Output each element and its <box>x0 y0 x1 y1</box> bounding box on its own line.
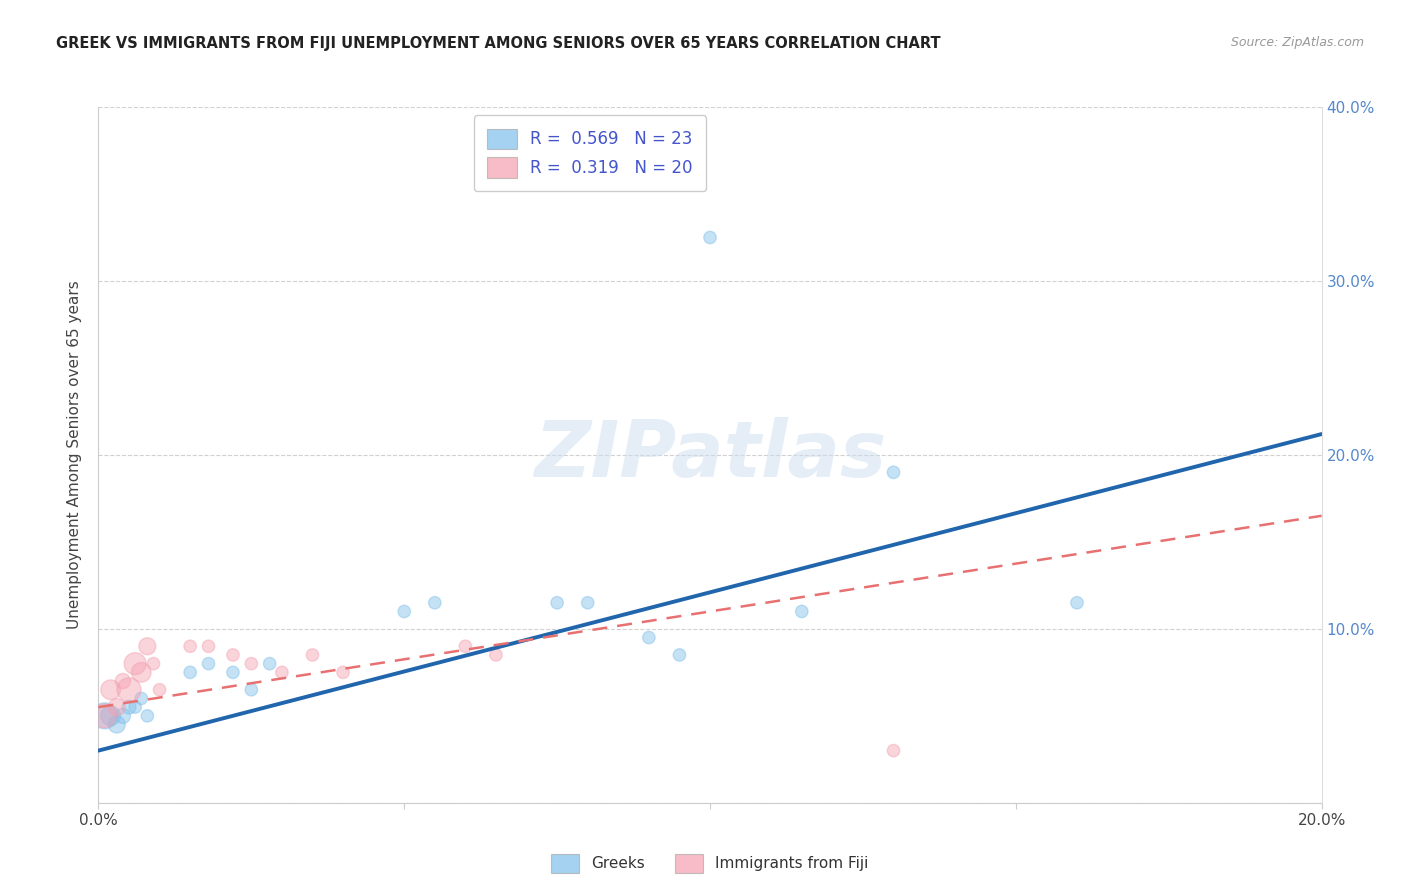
Text: GREEK VS IMMIGRANTS FROM FIJI UNEMPLOYMENT AMONG SENIORS OVER 65 YEARS CORRELATI: GREEK VS IMMIGRANTS FROM FIJI UNEMPLOYME… <box>56 36 941 51</box>
Point <box>485 648 508 662</box>
Point <box>149 682 172 697</box>
Text: Source: ZipAtlas.com: Source: ZipAtlas.com <box>1230 36 1364 49</box>
Point <box>392 605 416 619</box>
Point <box>222 648 245 662</box>
Point <box>240 682 263 697</box>
Point <box>576 596 599 610</box>
Point <box>129 665 152 680</box>
Point <box>129 691 152 706</box>
Point <box>111 674 134 689</box>
Point <box>179 665 201 680</box>
Point <box>222 665 245 680</box>
Point <box>1066 596 1088 610</box>
Point <box>93 708 115 723</box>
Point <box>270 665 292 680</box>
Point <box>93 708 115 723</box>
Point <box>136 708 159 723</box>
Point <box>111 708 134 723</box>
Point <box>124 657 146 671</box>
Point <box>332 665 354 680</box>
Point <box>454 639 477 653</box>
Point <box>883 466 905 480</box>
Point <box>100 682 122 697</box>
Point <box>197 657 219 671</box>
Point <box>259 657 281 671</box>
Point <box>197 639 219 653</box>
Point <box>423 596 446 610</box>
Point <box>790 605 813 619</box>
Point <box>124 700 146 714</box>
Point <box>105 700 128 714</box>
Point <box>179 639 201 653</box>
Point <box>118 682 141 697</box>
Point <box>668 648 690 662</box>
Point <box>105 717 128 731</box>
Y-axis label: Unemployment Among Seniors over 65 years: Unemployment Among Seniors over 65 years <box>67 281 83 629</box>
Point <box>546 596 568 610</box>
Point <box>118 700 141 714</box>
Point <box>699 230 721 244</box>
Point <box>142 657 165 671</box>
Legend: Greeks, Immigrants from Fiji: Greeks, Immigrants from Fiji <box>546 847 875 879</box>
Point <box>136 639 159 653</box>
Point <box>637 631 661 645</box>
Point <box>240 657 263 671</box>
Point <box>100 708 122 723</box>
Text: ZIPatlas: ZIPatlas <box>534 417 886 493</box>
Point <box>883 744 905 758</box>
Point <box>301 648 323 662</box>
